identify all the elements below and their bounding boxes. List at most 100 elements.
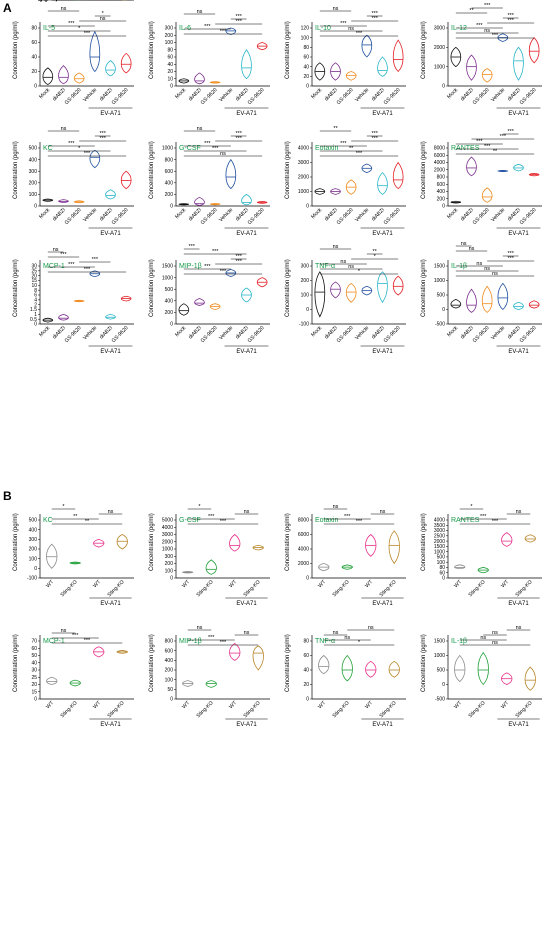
violin-mark [513,301,524,310]
significance-label: *** [220,269,227,275]
significance-label: *** [480,514,487,520]
violin-mark [120,52,132,74]
significance-label: *** [188,244,195,250]
panel-label-a: A [3,1,12,15]
violin-mark [205,559,217,575]
chart-title: IL-10 [0,0,16,2]
violin-mark [450,46,462,68]
y-tick-label: 80 [303,639,309,645]
y-tick-label: 200 [29,547,38,553]
significance-label: *** [84,267,91,273]
y-tick-label: 1 [34,312,37,318]
y-axis-label: Concentration (pg/ml) [0,0,58,2]
y-tick-label: 40 [303,668,309,674]
significance-label: ns [72,0,78,2]
group-label: EV-A71 [508,111,529,117]
violin-mark [178,303,190,316]
y-tick-label: 40 [31,55,37,61]
category-label: Mock [38,207,51,220]
significance-label: *** [484,3,491,9]
violin-mark [524,666,536,691]
y-axis-label: Concentration (pg/ml) [421,141,427,199]
violin-mark [209,202,221,206]
significance-label: ns [484,28,490,34]
y-tick-label: 8000 [434,146,445,152]
significance-label: *** [356,151,363,157]
y-tick-label: 2000 [298,175,309,181]
y-tick-label: 0 [442,682,445,688]
significance-label: ns [84,0,90,2]
significance-label: *** [500,134,507,140]
y-tick-label: 500 [437,555,446,561]
significance-label: ** [373,249,378,255]
y-tick-label: 0 [170,84,173,90]
significance-label: *** [371,11,378,17]
category-label: GS-9620 [111,87,130,106]
y-tick-label: 3000 [162,532,173,538]
group-label: EV-A71 [508,349,529,355]
group-label: EV-A71 [372,231,393,237]
y-tick-label: 150 [29,0,38,2]
chart-title: G-CSF [179,145,201,152]
y-tick-label: 0 [34,0,37,2]
violin-mark [528,300,540,309]
y-tick-label: 25 [31,269,37,275]
y-axis-label: Concentration (pg/ml) [13,141,19,199]
chart-title: TNF-α [315,638,335,645]
y-tick-label: 800 [165,639,174,645]
violin-mark [330,62,341,81]
y-axis-label: Concentration (pg/ml) [13,513,19,571]
violin-mark [194,72,205,85]
y-tick-label: 0 [170,204,173,210]
chart-title: MIP-1β [179,263,202,270]
category-label: GS-9620 [472,325,491,344]
violin-mark [392,39,404,73]
y-tick-label: 800 [437,175,446,181]
significance-label: ns [61,6,67,12]
y-tick-label: 20 [31,682,37,688]
y-tick-label: 1000 [162,275,173,281]
y-tick-label: 0 [34,697,37,703]
y-tick-label: 1000 [434,653,445,659]
category-label: GS-9620 [519,325,538,344]
violin-mark [182,680,194,687]
y-tick-label: 400 [165,181,174,187]
y-tick-label: 0 [306,576,309,582]
y-tick-label: -500 [435,697,445,703]
category-label: Vehicle [218,325,234,341]
y-tick-label: 2000 [434,45,445,51]
violin-mark [454,654,466,683]
category-label: Sting-KO [60,700,79,719]
category-label: Sting-KO [332,579,351,598]
y-tick-label: 70 [31,639,37,645]
chart-panel: G-CSF Concentration (pg/ml) 0 200 400 600 800 1… [149,126,270,237]
group-label: EV-A71 [236,231,257,237]
violin-mark [314,188,326,195]
category-label: Sting-KO [60,579,79,598]
y-tick-label: 20 [303,74,309,80]
y-tick-label: 200 [437,196,446,202]
y-tick-label: 0 [306,204,309,210]
category-label: GS-9620 [111,207,130,226]
y-tick-label: 40 [167,62,173,68]
category-label: Sting-KO [468,700,487,719]
y-tick-label: 25 [31,675,37,681]
y-axis-label: Concentration (pg/ml) [149,21,155,79]
category-label: Mock [38,325,51,338]
significance-label: ns [516,509,522,515]
significance-label: *** [60,252,67,258]
y-tick-label: 500 [29,518,38,524]
violin-mark [330,281,341,299]
violin-mark [69,679,81,687]
significance-label: *** [208,514,215,520]
category-label: WT [453,579,464,590]
violin-mark [241,49,252,80]
violin-mark [194,298,205,306]
significance-label: *** [507,129,514,135]
y-tick-label: -100 [27,576,37,582]
group-label: EV-A71 [372,111,393,117]
y-tick-label: 200 [165,192,174,198]
